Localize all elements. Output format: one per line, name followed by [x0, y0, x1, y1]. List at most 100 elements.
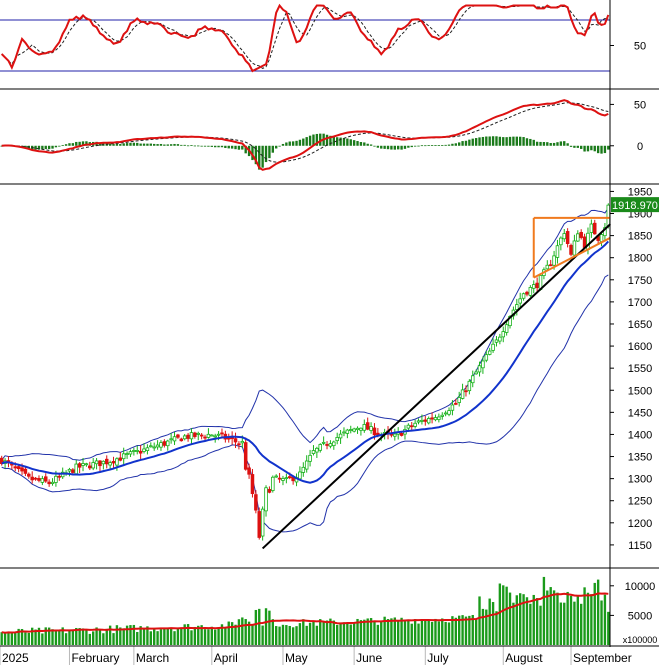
volume-bar — [241, 617, 244, 645]
volume-bar — [471, 614, 474, 645]
macd-histogram-bar — [498, 136, 502, 146]
macd-histogram-bar — [275, 145, 278, 149]
price-tick-label: 1350 — [628, 452, 652, 464]
candle-body — [94, 460, 99, 465]
candle-body — [16, 466, 21, 470]
candle-body — [315, 447, 319, 453]
candle-body — [247, 467, 251, 475]
macd-histogram-bar — [261, 145, 264, 168]
volume-bar — [349, 624, 352, 645]
candle-body — [531, 284, 536, 289]
macd-histogram-bar — [61, 144, 64, 146]
candle-body — [389, 433, 394, 436]
macd-histogram-bar — [363, 142, 366, 146]
candle-body — [443, 412, 448, 415]
candle-body — [481, 360, 485, 369]
macd-histogram-bar — [427, 145, 430, 146]
volume-bar — [132, 624, 136, 645]
candle-body — [362, 424, 367, 431]
candle-body — [342, 431, 346, 434]
candle-body — [420, 419, 424, 422]
macd-histogram-bar — [78, 141, 81, 146]
macd-histogram-bar — [590, 145, 593, 151]
macd-histogram-bar — [573, 145, 576, 148]
macd-histogram-bar — [241, 145, 244, 150]
volume-bar — [312, 621, 315, 645]
candle-body — [528, 287, 533, 296]
candle-body — [399, 432, 404, 436]
macd-histogram-bar — [47, 145, 51, 150]
candle-body — [559, 237, 563, 246]
volume-bar — [451, 616, 454, 645]
volume-bar — [3, 633, 7, 645]
volume-bar — [190, 630, 193, 645]
price-tick-label: 1700 — [628, 297, 652, 309]
macd-histogram-bar — [342, 138, 346, 146]
volume-bar — [234, 624, 237, 645]
bollinger-lower-band — [1, 274, 609, 533]
volume-bar — [244, 619, 247, 645]
candle-body — [43, 476, 48, 482]
candle-body — [149, 445, 153, 448]
last-price-label: 1918.970 — [612, 200, 658, 212]
candle-body — [589, 223, 594, 233]
volume-bar — [54, 630, 58, 645]
macd-histogram-bar — [122, 143, 125, 146]
macd-histogram-bar — [583, 145, 586, 152]
volume-bar — [285, 625, 288, 645]
macd-histogram-bar — [474, 138, 478, 146]
macd-histogram-bar — [393, 145, 396, 150]
volume-bar — [173, 631, 176, 645]
candle-body — [304, 460, 309, 470]
macd-tick-label: 0 — [637, 141, 643, 153]
x-tick-label: March — [136, 651, 169, 665]
macd-histogram-bar — [159, 143, 163, 146]
volume-bar — [376, 624, 380, 645]
volume-bar — [237, 619, 241, 645]
candle-body — [369, 426, 373, 431]
oscillator-panel: 50 — [0, 3, 646, 73]
price-tick-label: 1600 — [628, 341, 652, 353]
candle-body — [565, 231, 570, 244]
macd-histogram-bar — [407, 145, 410, 148]
macd-histogram-bar — [556, 142, 559, 146]
candle-body — [592, 222, 597, 235]
candle-body — [243, 442, 248, 470]
volume-bar — [281, 624, 285, 645]
volume-bar — [532, 594, 535, 645]
macd-histogram-bar — [119, 144, 122, 146]
volume-bar — [315, 625, 319, 645]
volume-bar — [485, 609, 488, 645]
price-tick-label: 1200 — [628, 518, 652, 530]
volume-bar — [407, 619, 410, 645]
volume-bar — [583, 587, 586, 645]
volume-bar — [210, 626, 213, 645]
volume-bar — [71, 630, 75, 645]
macd-histogram-bar — [197, 145, 200, 147]
candle-body — [216, 433, 221, 436]
candle-body — [281, 478, 285, 481]
volume-bar — [441, 618, 444, 645]
macd-histogram-bar — [373, 145, 376, 147]
volume-bar — [146, 626, 149, 645]
candle-body — [250, 474, 255, 495]
candle-body — [159, 442, 163, 448]
candle-body — [47, 481, 51, 485]
price-tick-label: 1800 — [628, 253, 652, 265]
candle-body — [277, 477, 282, 480]
macd-histogram-bar — [508, 136, 512, 146]
macd-histogram-bar — [319, 133, 322, 146]
volume-bar — [68, 630, 71, 645]
candle-body — [84, 463, 89, 466]
macd-histogram-bar — [569, 145, 573, 147]
volume-bar — [217, 627, 220, 645]
x-tick-label: February — [71, 651, 119, 665]
candle-body — [447, 410, 451, 415]
volume-bar — [224, 628, 227, 645]
macd-histogram-bar — [478, 137, 481, 146]
macd-histogram-bar — [532, 139, 535, 146]
candle-body — [260, 508, 265, 537]
macd-histogram-bar — [580, 145, 583, 149]
macd-histogram-bar — [132, 142, 136, 146]
